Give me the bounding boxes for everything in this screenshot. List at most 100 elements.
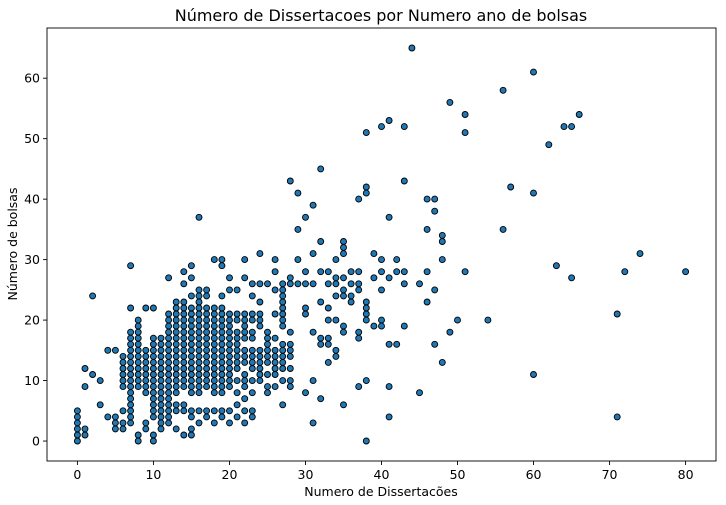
data-point <box>324 304 332 312</box>
data-point <box>210 340 218 348</box>
data-point <box>142 383 150 391</box>
data-point <box>157 346 165 354</box>
data-point <box>294 280 302 288</box>
data-point <box>241 334 249 342</box>
data-point <box>142 346 150 354</box>
data-point <box>309 201 317 209</box>
data-point <box>203 316 211 324</box>
data-point <box>187 328 195 336</box>
data-point <box>241 274 249 282</box>
data-point <box>195 316 203 324</box>
data-point <box>73 437 81 445</box>
data-point <box>142 419 150 427</box>
data-point <box>73 425 81 433</box>
data-point <box>210 310 218 318</box>
data-point <box>286 346 294 354</box>
data-point <box>347 298 355 306</box>
data-point <box>317 334 325 342</box>
data-point <box>142 377 150 385</box>
data-point <box>248 310 256 318</box>
data-point <box>180 298 188 306</box>
data-point <box>279 310 287 318</box>
data-point <box>332 280 340 288</box>
data-point <box>226 377 233 385</box>
data-point <box>165 274 173 282</box>
data-point <box>256 298 264 306</box>
data-point <box>248 407 256 415</box>
data-point <box>127 346 135 354</box>
data-point <box>218 310 226 318</box>
data-point <box>187 334 195 342</box>
data-point <box>157 371 165 378</box>
x-tick-label: 60 <box>526 467 542 482</box>
data-point <box>195 286 203 294</box>
data-point <box>127 365 135 372</box>
data-point <box>438 238 446 245</box>
data-point <box>203 310 211 318</box>
data-point <box>119 419 127 427</box>
data-point <box>286 352 294 360</box>
data-point <box>286 340 294 348</box>
data-point <box>423 195 431 203</box>
data-point <box>180 334 188 342</box>
data-point <box>165 365 173 372</box>
data-point <box>317 238 325 245</box>
data-point <box>149 346 157 354</box>
data-point <box>241 395 249 403</box>
data-point <box>385 340 393 348</box>
data-point <box>378 322 385 330</box>
data-point <box>241 310 249 318</box>
data-point <box>248 292 256 300</box>
data-point <box>172 322 180 330</box>
y-tick-label: 30 <box>24 252 40 267</box>
data-point <box>248 389 256 397</box>
data-point <box>370 322 378 330</box>
data-point <box>210 322 218 330</box>
data-point <box>180 365 188 372</box>
data-point <box>180 371 188 378</box>
x-tick-label: 0 <box>73 467 81 482</box>
data-point <box>187 425 195 433</box>
data-point <box>416 280 423 288</box>
data-point <box>332 316 340 324</box>
data-point <box>362 129 370 137</box>
x-tick-label: 20 <box>222 467 238 482</box>
data-point <box>127 407 135 415</box>
data-point <box>385 383 393 391</box>
data-point <box>362 316 370 324</box>
data-point <box>317 395 325 403</box>
data-point <box>271 383 279 391</box>
data-point <box>226 340 233 348</box>
data-point <box>149 407 157 415</box>
data-point <box>218 304 226 312</box>
data-point <box>378 123 385 131</box>
data-point <box>218 389 226 397</box>
data-point <box>279 280 287 288</box>
data-point <box>157 389 165 397</box>
y-tick-label: 50 <box>24 131 40 146</box>
data-point <box>264 280 271 288</box>
data-point <box>279 292 287 300</box>
data-point <box>499 86 507 94</box>
data-point <box>104 413 112 421</box>
data-point <box>157 395 165 403</box>
data-point <box>149 437 157 445</box>
data-point <box>408 44 416 52</box>
data-point <box>142 304 150 312</box>
data-point <box>256 358 264 366</box>
data-point <box>180 340 188 348</box>
data-point <box>195 304 203 312</box>
data-point <box>286 177 294 185</box>
data-point <box>241 358 249 366</box>
data-point <box>302 304 309 312</box>
data-point <box>210 352 218 360</box>
data-point <box>127 328 135 336</box>
data-point <box>180 328 188 336</box>
data-point <box>241 352 249 360</box>
data-point <box>172 310 180 318</box>
data-point <box>134 340 142 348</box>
data-point <box>484 316 492 324</box>
data-point <box>233 334 241 342</box>
data-point <box>233 352 241 360</box>
data-point <box>248 377 256 385</box>
